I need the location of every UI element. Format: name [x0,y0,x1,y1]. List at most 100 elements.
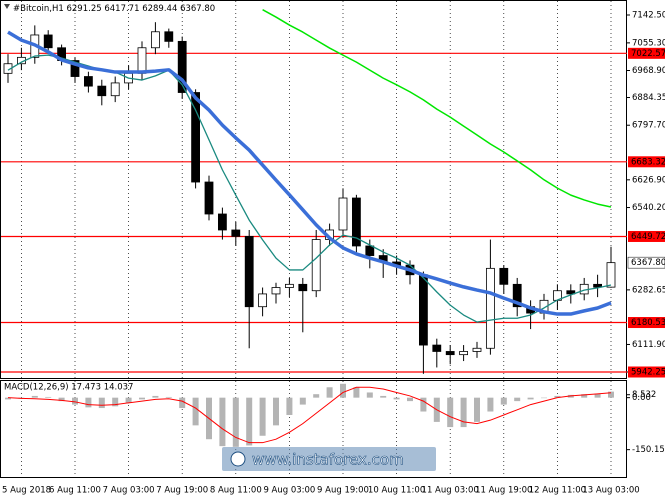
watermark-logo [230,451,246,467]
macd-title: MACD(12,26,9) 17.473 14.037 [4,383,133,393]
macd-bar [447,397,454,428]
y-tick-label: 6797.70 [632,121,665,131]
macd-bar [273,397,279,426]
candle-body [97,85,107,97]
watermark: www.instaforex.com [252,451,404,469]
macd-bar [286,397,293,415]
candle-body [298,283,308,292]
macd-bar [527,397,534,400]
candle-body [164,31,174,42]
y-tick-label: 8.532 [632,390,656,400]
candle-body [231,229,241,237]
ohlc-low: 6289.44 [142,4,177,14]
y-tick-label: 6884.35 [632,93,665,103]
y-tick-label: 6282.65 [632,285,665,295]
candle-body [204,181,214,215]
y-tick-label: 6626.90 [632,175,665,185]
level-label: 7022.57 [631,49,665,59]
watermark-box [222,447,436,471]
x-tick-label: 6 Aug 11:00 [49,486,101,496]
candle-body [499,267,509,285]
candle-body [338,197,348,231]
current-price-box [627,256,665,269]
level-label-box [628,47,665,59]
macd-bar [326,387,333,398]
y-tick-label: -150.154 [632,445,665,455]
current-price-label: 6367.80 [631,258,665,268]
candle-body [137,47,147,74]
level-label-box [628,317,665,329]
macd-bar [72,397,78,405]
macd-bar [541,397,547,399]
y-tick-label: 7142.50 [632,10,665,20]
symbol: #Bitcoin,H1 [13,4,64,14]
x-tick-label: 11 Aug 19:00 [475,486,532,496]
moving-average [262,9,612,208]
y-tick-label: 6968.90 [632,66,665,76]
candle-body [365,245,375,256]
y-tick-label: 6540.20 [632,203,665,213]
macd-bar [474,397,480,422]
macd-bar [219,397,226,447]
candle-body [217,213,227,231]
candle-body [593,283,602,288]
ohlc-high: 6417.71 [104,4,139,14]
macd-bar [366,392,373,398]
main-frame [0,0,627,379]
macd-bar [125,397,132,403]
header-icon [4,4,10,9]
x-tick-label: 8 Aug 11:00 [210,486,262,496]
y-tick-label: 0.00 [632,393,651,403]
macd-bar [581,394,588,398]
candle-body [311,239,321,292]
macd-bar [420,397,427,412]
macd-bar [554,395,561,398]
level-label: 6180.53 [631,318,665,328]
macd-bar [165,396,172,398]
level-label: 5942.25 [631,368,665,378]
candle-body [485,267,495,349]
macd-bar [98,397,105,409]
macd-bar [514,397,521,402]
candle-body [177,40,187,93]
x-tick-label: 11 Aug 03:00 [422,486,479,496]
x-tick-label: 12 Aug 11:00 [529,486,586,496]
candle-body [110,82,120,97]
macd-bar [353,387,360,398]
macd-bar [85,397,92,408]
macd-bar [380,395,387,398]
x-tick-label: 5 Aug 2018 [2,486,51,496]
macd-bar [112,397,119,407]
candle-body [459,351,469,356]
macd-bar [594,393,601,398]
x-tick-label: 10 Aug 11:00 [368,486,425,496]
macd-bar [139,397,145,400]
macd-bar [299,397,306,405]
macd-bar [259,397,266,436]
candle-body [606,262,616,288]
candle-body [150,31,160,49]
x-tick-label: 7 Aug 03:00 [103,486,155,496]
ohlc-close: 6367.80 [180,4,215,14]
candle-body [351,197,361,247]
candle-body [512,283,522,308]
candle-body [70,60,80,77]
y-tick-label: 7055.30 [632,38,665,48]
moving-average [7,30,612,316]
candle-body [566,290,576,295]
macd-bar [5,397,11,400]
candle-body [445,351,455,356]
y-tick-label: 6111.90 [632,340,665,350]
macd-bar [192,397,199,426]
candle-body [43,34,53,49]
macd-bar [31,395,38,398]
candle-body [3,63,13,74]
level-label-box [628,230,665,242]
candle-body [418,274,428,346]
level-label-box [628,156,665,168]
macd-bar [45,396,52,398]
macd-bar [487,397,494,412]
macd-bar [460,397,467,428]
